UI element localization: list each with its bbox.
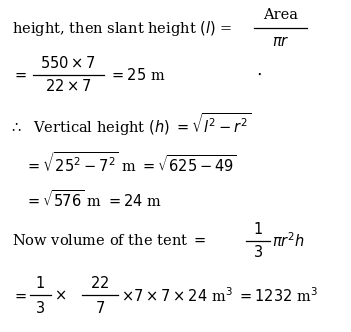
Text: $= \sqrt{576}$ m $= 24$ m: $= \sqrt{576}$ m $= 24$ m [25,189,161,210]
Text: $\cdot$: $\cdot$ [256,66,262,83]
Text: height, then slant height $(l)$ =: height, then slant height $(l)$ = [12,19,233,38]
Text: Now volume of the tent $=$: Now volume of the tent $=$ [12,233,207,248]
Text: $=$: $=$ [12,68,28,82]
Text: $\times$: $\times$ [54,289,67,302]
Text: $7$: $7$ [95,300,105,316]
Text: Area: Area [263,8,298,22]
Text: $550 \times 7$: $550 \times 7$ [40,55,97,71]
Text: $1$: $1$ [35,275,45,291]
Text: $\times 7 \times 7 \times 24$ m$^3$ $= 1232$ m$^3$: $\times 7 \times 7 \times 24$ m$^3$ $= 1… [121,286,318,305]
Text: $= \sqrt{25^2 - 7^2}$ m $= \sqrt{625-49}$: $= \sqrt{25^2 - 7^2}$ m $= \sqrt{625-49}… [25,151,237,175]
Text: $3$: $3$ [253,244,263,260]
Text: $=$: $=$ [12,289,28,302]
Text: $22 \times 7$: $22 \times 7$ [45,78,92,94]
Text: $\pi r^2 h$: $\pi r^2 h$ [272,231,305,250]
Text: $= 25$ m: $= 25$ m [109,67,165,83]
Text: $\therefore$  Vertical height $(h)$ $= \sqrt{l^2 - r^2}$: $\therefore$ Vertical height $(h)$ $= \s… [9,111,251,138]
Text: $22$: $22$ [91,275,110,291]
Text: $3$: $3$ [35,300,45,316]
Text: $1$: $1$ [253,221,263,237]
Text: $\pi r$: $\pi r$ [272,35,290,48]
